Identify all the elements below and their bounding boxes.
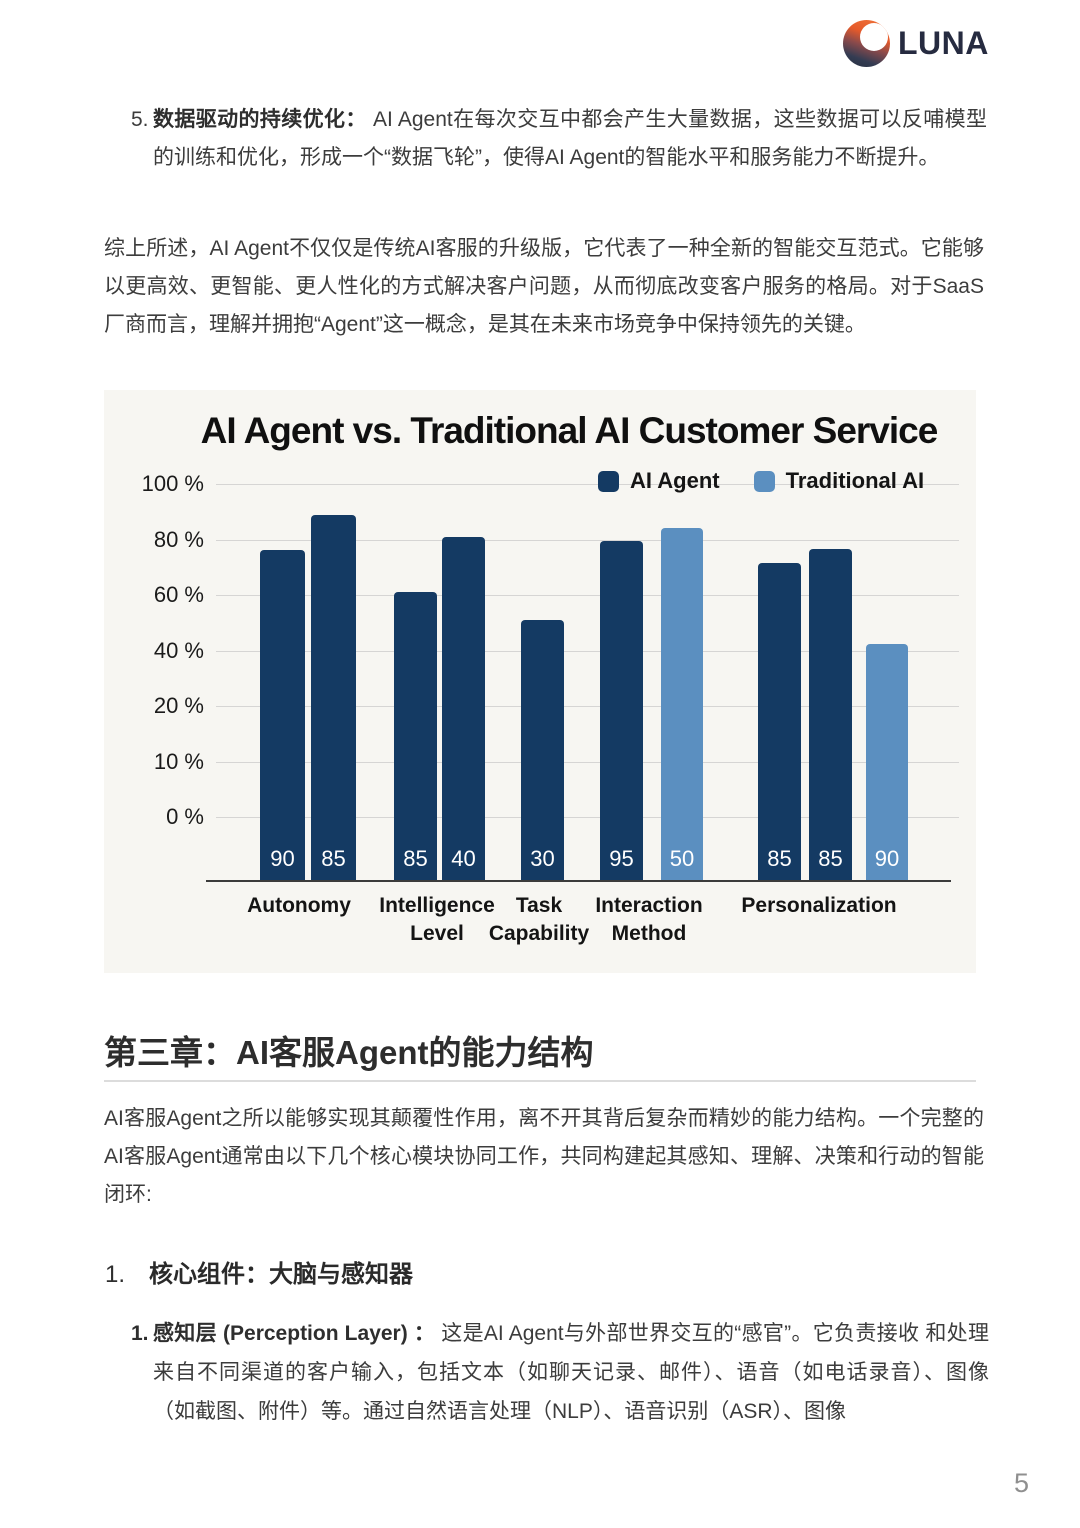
bar-value-label: 85 [818,846,843,871]
crescent-cutout [860,23,888,51]
y-tick-label: 40 % [153,637,204,663]
legend-label: Traditional AI [785,468,925,493]
perception-item-lead: 感知层 (Perception Layer) ： [153,1322,436,1345]
luna-crescent-icon [843,20,890,67]
chart-title: AI Agent vs. Traditional AI Customer Ser… [200,410,939,451]
category-label-line: Autonomy [247,894,351,917]
heading-divider [104,1080,976,1082]
bar: 40 [442,537,485,880]
bar-value-label: 85 [767,846,792,871]
section-1-title: 核心组件：大脑与感知器 [149,1261,413,1288]
bar: 50 [661,528,703,880]
chart-plot: 100 % 80 % 60 % 40 % 20 % 10 % 0 % 90 85 85 40 30 95… [104,390,976,973]
y-tick-label: 20 % [153,693,204,718]
bar: 90 [866,644,908,880]
perception-item-body: 这是AI Agent与外部世界交互的“感官”。它负责接收 和处理来自不同渠道的客… [153,1322,989,1423]
legend-item: Traditional AI [753,468,925,494]
category-label: Intelligence Level [327,892,547,948]
perception-item-text: 感知层 (Perception Layer) ： 这是AI Agent与外部世界… [153,1314,989,1431]
legend-label: AI Agent [630,468,720,493]
gridline [216,595,959,596]
category-label: Autonomy [189,892,409,920]
list-item-5-marker: 5. [131,108,149,131]
bar-value-label: 90 [874,846,900,871]
bar: 30 [521,620,564,880]
perception-item-marker: 1. [131,1322,149,1345]
chapter-intro-paragraph: AI客服Agent之所以能够实现其颠覆性作用，离不开其背后复杂而精妙的能力结构。… [104,1107,984,1206]
luna-logo-text: LUNA [898,25,989,61]
bar: 85 [809,549,852,880]
gridline [216,539,959,541]
list-item-5-text: 数据驱动的持续优化： AI Agent在每次交互中都会产生大量数据，这些数据可以… [153,101,987,177]
category-label-line: Method [611,922,687,945]
legend-swatch [598,470,619,492]
page-number: 5 [1014,1468,1030,1498]
bar: 95 [600,541,643,880]
category-label-line: Level [410,922,464,945]
summary-paragraph: 综上所述，AI Agent不仅仅是传统AI客服的升级版，它代表了一种全新的智能交… [104,237,984,336]
bar-value-label: 30 [530,846,555,871]
category-label-line: Task [515,894,563,917]
gridline [216,650,959,652]
y-tick-label: 80 % [153,526,204,552]
y-tick-label: 10 % [153,748,204,774]
list-item-5: 5. 数据驱动的持续优化： AI Agent在每次交互中都会产生大量数据，这些数… [131,101,987,177]
list-item-5-lead: 数据驱动的持续优化： [153,108,367,131]
y-tick-label: 60 % [153,582,204,607]
category-label-line: Interaction [595,894,703,917]
category-label: Task Capability [429,892,649,948]
bar: 90 [260,550,305,880]
perception-list-item: 1. 感知层 (Perception Layer) ： 这是AI Agent与外… [131,1314,989,1431]
category-label-line: Intelligence [379,894,495,917]
y-tick-label: 0 % [166,804,204,829]
luna-logo: LUNA [843,20,989,67]
section-1-marker: 1. [105,1261,126,1288]
bar-value-label: 95 [609,846,634,871]
section-1-heading: 1. 核心组件：大脑与感知器 [105,1254,413,1289]
bar-value-label: 90 [270,846,295,871]
legend-item: AI Agent [598,468,720,494]
chapter-heading: 第三章：AI客服Agent的能力结构 [104,1034,594,1071]
gridline [216,484,959,485]
bar-value-label: 85 [321,846,346,871]
list-item-5-body: AI Agent在每次交互中都会产生大量数据，这些数据可以反哺模型的训练和优化，… [153,108,988,169]
legend-swatch [753,470,775,492]
category-label-line: Capability [488,922,590,945]
bar: 85 [758,563,801,880]
bar-value-label: 40 [451,846,476,871]
bar: 85 [394,592,437,880]
x-axis-line [206,880,951,882]
category-label: Personalization [709,892,929,920]
gridline [216,706,959,707]
chart-legend: AI Agent Traditional AI [598,468,924,494]
chart-panel: 100 % 80 % 60 % 40 % 20 % 10 % 0 % 90 85 85 40 30 95… [104,390,976,973]
bar-value-label: 50 [669,846,695,871]
category-label-line: Personalization [741,894,897,917]
gridline [216,761,959,763]
bar: 85 [311,515,356,880]
y-tick-label: 100 % [141,471,204,496]
bar-value-label: 85 [403,846,428,871]
gridline [216,817,959,818]
category-label: Interaction Method [539,892,759,948]
